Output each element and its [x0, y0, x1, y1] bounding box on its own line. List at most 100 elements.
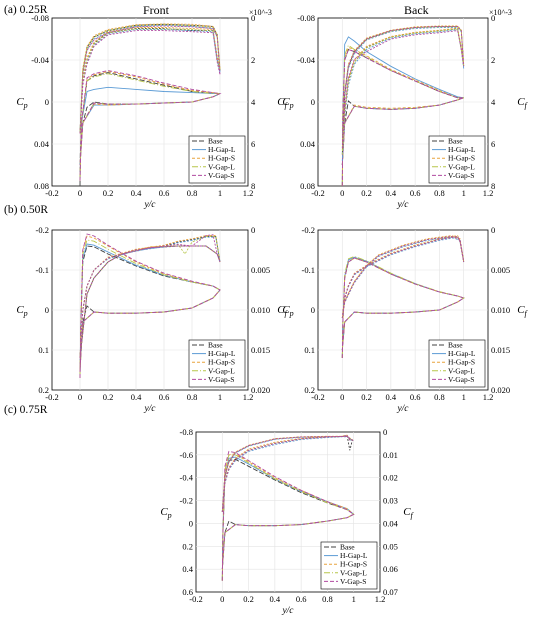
x-tick-label: 0	[220, 594, 224, 604]
y2-tick-label: 0.015	[491, 345, 510, 355]
x-axis-label: y/c	[143, 404, 156, 414]
chart-panel-4: -0.2 0 0.2 0.4 0.6 0.8 1 1.2 -0.8 -0.6 -0.4 -0.2 0 0.…	[160, 427, 414, 616]
y-axis-label: Cp	[16, 304, 27, 318]
y-tick-label: 0	[311, 305, 315, 315]
y-tick-label: -0.1	[302, 265, 315, 275]
legend-label: V-Gap-S	[340, 577, 366, 586]
legend-label: Base	[340, 543, 355, 552]
y2-tick-label: 0	[251, 225, 255, 235]
y-tick-label: 0	[311, 97, 315, 107]
x-tick-label: 0.8	[434, 188, 445, 198]
y2-tick-label: 0	[491, 13, 495, 23]
legend-label: V-Gap-S	[448, 375, 474, 384]
series-line-cf-v-gap-s	[79, 25, 221, 134]
y2-tick-label: 6	[251, 139, 255, 149]
series-line-cf-v-gap-s	[341, 235, 465, 319]
series-line-cf-h-gap-s	[341, 235, 465, 319]
x-tick-label: 0.4	[131, 392, 142, 402]
y-tick-label: 0	[45, 97, 49, 107]
y2-tick-label: 0.03	[383, 496, 398, 506]
series-line-cf-h-gap-s	[341, 25, 465, 151]
x-tick-label: 0.8	[187, 392, 198, 402]
x-tick-label: 0.4	[270, 594, 281, 604]
x-tick-label: 0	[340, 188, 344, 198]
x-tick-label: 0	[340, 392, 344, 402]
y-tick-label: 0.6	[182, 587, 193, 597]
x-axis-label: y/c	[396, 200, 409, 210]
y-tick-label: 0.1	[38, 345, 49, 355]
legend-label: V-Gap-S	[208, 171, 234, 180]
y2-tick-label: 0.005	[491, 265, 510, 275]
x-tick-label: 0.4	[386, 188, 397, 198]
series-line-cf-v-gap-l	[341, 235, 465, 319]
chart-panel-1: -0.2 0 0.2 0.4 0.6 0.8 1 1.2 -0.08 -0.04 0 0.04 0.08…	[282, 8, 528, 210]
y2-tick-label: 8	[491, 181, 495, 191]
y-tick-label: -0.8	[180, 427, 193, 437]
x-axis-label: y/c	[281, 606, 294, 616]
legend-label: V-Gap-S	[208, 375, 234, 384]
y-tick-label: -0.2	[180, 496, 193, 506]
legend-label: H-Gap-S	[208, 154, 235, 163]
column-title-back: Back	[404, 3, 429, 17]
y2-tick-label: 0.06	[383, 564, 398, 574]
y-tick-label: 0.2	[304, 385, 315, 395]
y-tick-label: -0.08	[31, 13, 49, 23]
y-tick-label: 0.08	[300, 181, 315, 191]
series-line-cf-h-gap-l	[79, 24, 221, 134]
x-tick-label: 0.6	[159, 392, 170, 402]
y-axis-label: Cp	[16, 96, 27, 110]
series-line-cp-v-gap-s	[341, 48, 464, 186]
x-tick-label: 1.2	[375, 594, 386, 604]
x-tick-label: 0.6	[159, 188, 170, 198]
legend-label: V-Gap-L	[448, 162, 475, 171]
x-tick-label: 0	[78, 188, 82, 198]
y2-tick-label: 4	[491, 97, 496, 107]
legend-label: H-Gap-L	[448, 349, 476, 358]
y2-tick-label: 6	[491, 139, 495, 149]
series-line-cp-v-gap-l	[221, 454, 355, 581]
legend-box	[188, 339, 246, 388]
y-axis-label: Cp	[282, 96, 293, 110]
legend-label: H-Gap-S	[448, 154, 475, 163]
y2-tick-label: 4	[251, 97, 256, 107]
y-tick-label: 0.08	[34, 181, 49, 191]
x-tick-label: -0.2	[311, 188, 324, 198]
x-tick-label: 0.2	[243, 594, 254, 604]
legend-label: Base	[208, 137, 223, 146]
x-tick-label: 0.6	[410, 188, 421, 198]
chart-panel-3: -0.2 0 0.2 0.4 0.6 0.8 1 1.2 -0.2 -0.1 0 0.1 0.2 0 0.0…	[282, 225, 528, 414]
y-tick-label: -0.08	[297, 13, 315, 23]
y2-tick-label: 0	[251, 13, 255, 23]
y2-axis-label: Cf	[517, 96, 528, 110]
series-line-cp-v-gap-s	[221, 450, 355, 581]
series-line-cf-base	[79, 23, 221, 134]
legend-label: Base	[448, 137, 463, 146]
y2-exponent-label: ×10^-3	[249, 8, 272, 17]
section-label-a: (a) 0.25R	[4, 4, 48, 16]
legend-label: H-Gap-S	[340, 560, 367, 569]
y2-tick-label: 0	[383, 427, 387, 437]
y2-tick-label: 0	[491, 225, 495, 235]
chart-panel-0: -0.2 0 0.2 0.4 0.6 0.8 1 1.2 -0.08 -0.04 0 0.04 0.08…	[16, 8, 288, 210]
series-line-cp-v-gap-s	[79, 233, 221, 379]
y2-tick-label: 0.04	[383, 518, 399, 528]
y2-exponent-label: ×10^-3	[489, 8, 512, 17]
x-tick-label: -0.2	[45, 188, 58, 198]
x-tick-label: 1.2	[483, 188, 494, 198]
y-tick-label: -0.04	[297, 55, 315, 65]
x-tick-label: 0.2	[361, 188, 372, 198]
series-line-cf-base	[341, 235, 465, 319]
x-tick-label: 1.2	[243, 392, 254, 402]
plot-frame	[195, 431, 381, 593]
legend-label: V-Gap-L	[448, 366, 475, 375]
x-tick-label: 0.2	[103, 392, 114, 402]
y-tick-label: 0.2	[182, 541, 193, 551]
column-title-front: Front	[143, 3, 170, 17]
legend-label: V-Gap-L	[340, 568, 367, 577]
x-tick-label: 0.8	[434, 392, 445, 402]
y2-tick-label: 0.005	[251, 265, 270, 275]
y2-tick-label: 0.02	[383, 473, 398, 483]
y-tick-label: -0.4	[180, 473, 194, 483]
x-tick-label: 1.2	[243, 188, 254, 198]
